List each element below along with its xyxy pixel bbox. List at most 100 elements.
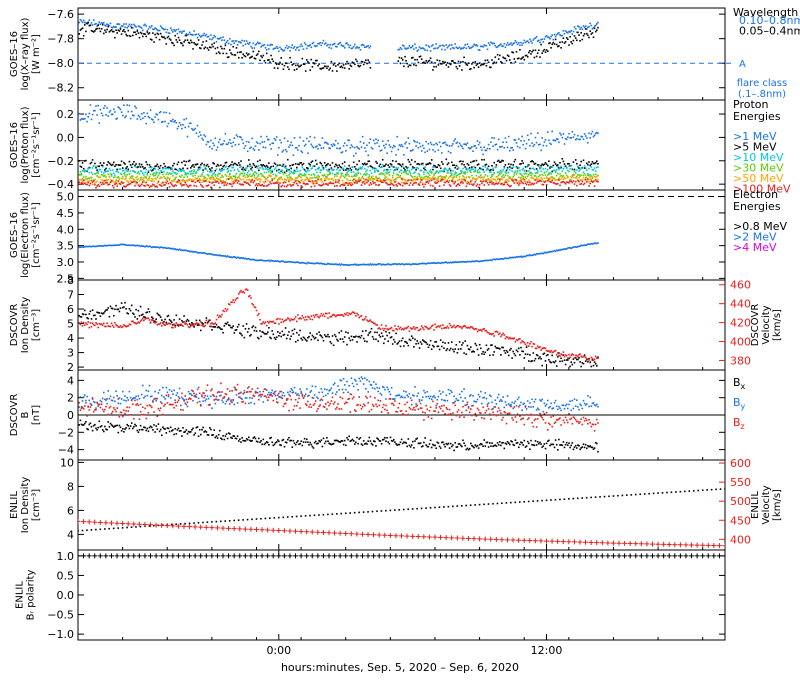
data-point [210, 178, 212, 180]
data-point [343, 67, 346, 69]
data-point [229, 177, 231, 180]
data-point [265, 333, 268, 335]
data-point [562, 160, 565, 163]
data-point [224, 182, 227, 184]
data-point [559, 167, 561, 170]
data-point [116, 183, 118, 186]
data-point [275, 260, 278, 263]
data-point [264, 333, 267, 335]
data-point [251, 179, 253, 181]
data-point [563, 42, 566, 44]
data-point [387, 177, 389, 180]
data-point [515, 173, 518, 175]
data-point [80, 246, 83, 248]
data-point [418, 142, 421, 145]
data-point [195, 178, 198, 180]
data-point [475, 179, 478, 181]
data-point [209, 168, 211, 170]
data-point [422, 178, 424, 180]
data-point [263, 176, 266, 178]
data-point [302, 182, 305, 185]
data-point [482, 165, 484, 168]
data-point [240, 256, 242, 259]
data-point [176, 169, 179, 171]
data-point [136, 318, 139, 320]
data-point [122, 30, 124, 32]
data-point [390, 336, 393, 338]
data-point [176, 163, 179, 166]
data-point [593, 162, 596, 165]
data-point [138, 180, 141, 182]
data-point [137, 171, 140, 173]
data-point [338, 42, 340, 45]
data-point [123, 181, 125, 184]
data-point [176, 248, 179, 251]
data-point [320, 335, 323, 337]
data-point [464, 44, 466, 46]
data-point [273, 162, 276, 164]
data-point [414, 140, 416, 143]
data-point [114, 182, 116, 185]
data-point [149, 109, 152, 111]
data-point [509, 185, 511, 188]
data-point [418, 184, 421, 186]
data-point [86, 323, 88, 326]
data-point [155, 318, 157, 320]
data-point [227, 178, 230, 180]
data-point [500, 60, 502, 63]
data-point [520, 178, 522, 180]
data-point [432, 262, 434, 264]
data-point [229, 165, 231, 167]
data-point [234, 162, 237, 165]
data-point [127, 312, 130, 315]
data-point [378, 173, 381, 175]
data-point [571, 175, 574, 178]
data-point [300, 176, 302, 179]
data-point [231, 185, 233, 188]
data-point [116, 170, 118, 172]
data-point [92, 323, 95, 326]
data-point [541, 364, 543, 367]
data-point [171, 168, 173, 170]
data-point [594, 173, 597, 175]
data-point [259, 142, 261, 145]
data-point [584, 167, 587, 169]
data-point [354, 263, 356, 265]
data-point [521, 256, 523, 258]
data-point [178, 175, 181, 178]
data-point [216, 37, 219, 40]
data-point [492, 178, 494, 180]
data-point [328, 69, 330, 71]
data-point [369, 169, 372, 172]
data-point [467, 62, 470, 64]
data-point [538, 144, 540, 146]
data-point [572, 173, 575, 176]
data-point [408, 64, 411, 66]
data-point [445, 175, 448, 178]
data-point [283, 261, 286, 263]
data-point [290, 185, 292, 187]
data-point [388, 171, 391, 173]
data-point [213, 34, 215, 37]
data-point [515, 142, 518, 144]
data-point [466, 169, 469, 171]
data-point [510, 167, 512, 169]
data-point [214, 137, 217, 140]
data-point [497, 58, 500, 60]
data-point [358, 177, 360, 179]
data-point [193, 326, 195, 328]
data-point [460, 180, 462, 183]
data-point [552, 250, 555, 253]
data-point [273, 177, 276, 180]
data-point [521, 178, 523, 181]
data-point [580, 179, 582, 181]
data-point [243, 54, 246, 57]
data-point [193, 42, 195, 44]
data-point [245, 140, 248, 143]
data-point [99, 181, 102, 184]
data-point [448, 44, 451, 46]
data-point [443, 45, 445, 47]
data-point [165, 111, 168, 114]
data-point [391, 177, 394, 179]
